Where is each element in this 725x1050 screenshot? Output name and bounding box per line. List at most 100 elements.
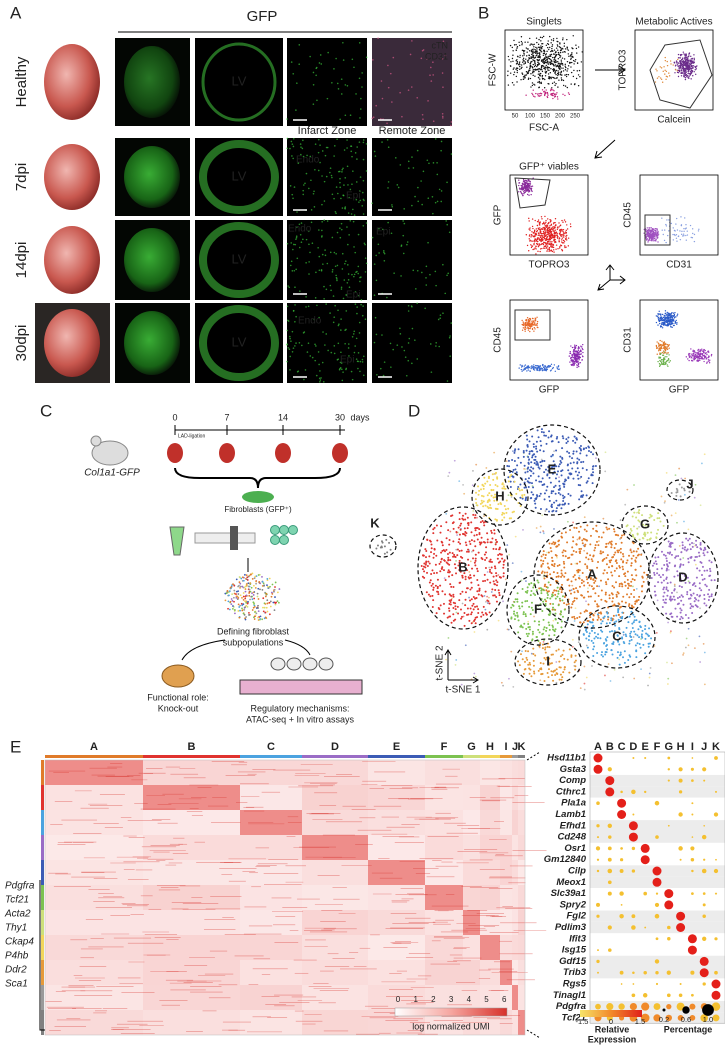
tsne-point bbox=[542, 532, 545, 535]
speckle bbox=[336, 82, 339, 85]
tsne-point bbox=[602, 655, 605, 658]
event bbox=[539, 369, 542, 371]
event bbox=[662, 358, 664, 361]
speckle bbox=[441, 115, 444, 118]
mini-tsne-point bbox=[266, 610, 269, 613]
event bbox=[661, 229, 663, 231]
speckle bbox=[301, 344, 303, 347]
event bbox=[674, 230, 676, 232]
event bbox=[525, 74, 528, 76]
tsne-point bbox=[546, 562, 549, 565]
tsne-point bbox=[585, 676, 588, 679]
event bbox=[683, 53, 685, 55]
event bbox=[545, 221, 547, 224]
tsne-point bbox=[459, 608, 462, 611]
tsne-point bbox=[633, 484, 635, 486]
endo-label: Endo bbox=[298, 316, 322, 327]
event bbox=[680, 60, 682, 62]
tsne-point bbox=[592, 554, 595, 557]
event bbox=[549, 236, 552, 238]
stain-label: cTN bbox=[432, 40, 449, 50]
tsne-point bbox=[545, 589, 548, 592]
tsne-point bbox=[595, 540, 598, 543]
tsne-point bbox=[495, 579, 498, 582]
mini-tsne-point bbox=[262, 597, 265, 600]
speckle bbox=[321, 229, 323, 232]
tsne-point bbox=[647, 684, 649, 687]
event bbox=[523, 369, 525, 371]
flow-plot bbox=[639, 174, 719, 256]
tick-label: 50 bbox=[512, 114, 519, 120]
event bbox=[570, 363, 572, 366]
event bbox=[575, 47, 578, 50]
speckle bbox=[355, 358, 358, 360]
event bbox=[650, 234, 653, 236]
event bbox=[707, 357, 709, 359]
axis-label: CD45 bbox=[493, 327, 504, 353]
tsne-point bbox=[568, 584, 571, 587]
tsne-point bbox=[428, 581, 431, 584]
speckle bbox=[362, 213, 365, 215]
tsne-point bbox=[448, 538, 451, 541]
event bbox=[528, 54, 530, 56]
event bbox=[529, 62, 532, 64]
speckle bbox=[375, 279, 378, 282]
tsne-point bbox=[506, 544, 509, 546]
tsne-point bbox=[604, 599, 607, 602]
speckle bbox=[352, 333, 355, 335]
event bbox=[577, 364, 579, 367]
event bbox=[558, 79, 560, 81]
event bbox=[537, 61, 539, 64]
event bbox=[517, 63, 520, 66]
event bbox=[695, 352, 697, 354]
speckle bbox=[325, 146, 328, 149]
event bbox=[701, 353, 703, 355]
tsne-point bbox=[448, 471, 451, 474]
event bbox=[649, 233, 652, 236]
event bbox=[540, 216, 543, 218]
tsne-point bbox=[604, 593, 607, 596]
speckle bbox=[351, 378, 354, 381]
event bbox=[688, 53, 690, 55]
tsne-point bbox=[447, 637, 450, 639]
tsne-point bbox=[495, 572, 498, 575]
event bbox=[578, 358, 580, 361]
event bbox=[699, 359, 701, 361]
speckle bbox=[342, 41, 344, 44]
speckle bbox=[318, 255, 321, 258]
tsne-point bbox=[615, 593, 618, 596]
event bbox=[659, 66, 661, 68]
event bbox=[553, 230, 555, 233]
event bbox=[527, 329, 530, 331]
event bbox=[667, 324, 670, 326]
event bbox=[534, 235, 536, 238]
tsne-point bbox=[579, 525, 582, 528]
speckle bbox=[340, 197, 342, 200]
tsne-point bbox=[461, 602, 464, 605]
event bbox=[657, 230, 659, 233]
event bbox=[560, 67, 562, 69]
event bbox=[532, 240, 534, 242]
event bbox=[688, 52, 691, 54]
event bbox=[659, 322, 661, 325]
event bbox=[528, 187, 530, 189]
tsne-point bbox=[551, 564, 554, 567]
speckle bbox=[290, 61, 293, 63]
zone-label: Infarct Zone bbox=[298, 125, 357, 137]
mini-tsne-point bbox=[232, 583, 234, 586]
event bbox=[537, 250, 539, 253]
axis-label: GFP bbox=[493, 204, 504, 225]
tsne-point bbox=[573, 526, 576, 529]
event bbox=[553, 81, 556, 83]
event bbox=[682, 64, 684, 67]
event bbox=[524, 77, 526, 79]
event bbox=[542, 236, 545, 239]
tsne-point bbox=[456, 605, 459, 608]
event bbox=[667, 234, 669, 237]
event bbox=[537, 240, 539, 243]
tsne-point bbox=[475, 463, 478, 466]
tsne-point bbox=[426, 571, 429, 574]
speckle bbox=[321, 175, 323, 177]
mini-tsne-point bbox=[242, 595, 245, 598]
event bbox=[665, 78, 667, 80]
